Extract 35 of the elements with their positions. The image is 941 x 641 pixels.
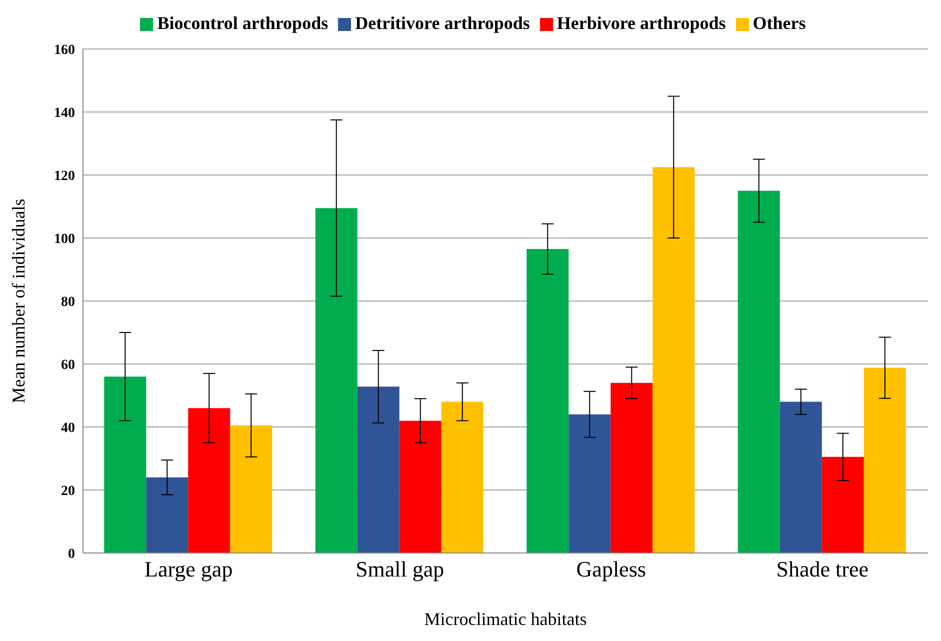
x-tick-label: Gapless xyxy=(576,556,646,582)
x-tick-label: Large gap xyxy=(144,556,233,582)
bar xyxy=(822,456,864,553)
y-tick-label: 40 xyxy=(61,420,75,436)
bar xyxy=(230,425,272,553)
x-tick-label: Shade tree xyxy=(776,556,868,582)
y-tick-label: 160 xyxy=(54,42,75,58)
y-tick-label: 60 xyxy=(61,358,75,373)
bar xyxy=(399,420,442,553)
bar xyxy=(780,402,822,553)
bar xyxy=(738,190,780,553)
bar xyxy=(526,249,569,553)
y-tick-label: 0 xyxy=(68,546,75,562)
y-axis-title: Mean number of individuals xyxy=(8,198,28,404)
legend-label: Detritivore arthropods xyxy=(355,13,530,33)
x-axis-title: Microclimatic habitats xyxy=(424,609,587,629)
y-tick-label: 20 xyxy=(61,484,75,499)
bar xyxy=(357,386,400,553)
x-tick-label: Small gap xyxy=(356,556,444,582)
bar xyxy=(441,402,484,553)
bar xyxy=(610,382,653,553)
bar xyxy=(864,368,906,553)
legend-label: Others xyxy=(752,13,806,33)
y-tick-label: 120 xyxy=(54,168,75,184)
bar xyxy=(315,208,358,553)
bar xyxy=(188,408,230,553)
bar xyxy=(568,414,611,553)
bar xyxy=(104,376,146,553)
legend-label: Herbivore arthropods xyxy=(556,13,726,33)
legend-label: Biocontrol arthropods xyxy=(157,13,328,33)
y-tick-label: 140 xyxy=(54,106,75,121)
y-tick-label: 100 xyxy=(54,232,75,247)
y-tick-label: 80 xyxy=(61,294,75,310)
bar xyxy=(146,477,188,553)
bar xyxy=(652,167,695,553)
